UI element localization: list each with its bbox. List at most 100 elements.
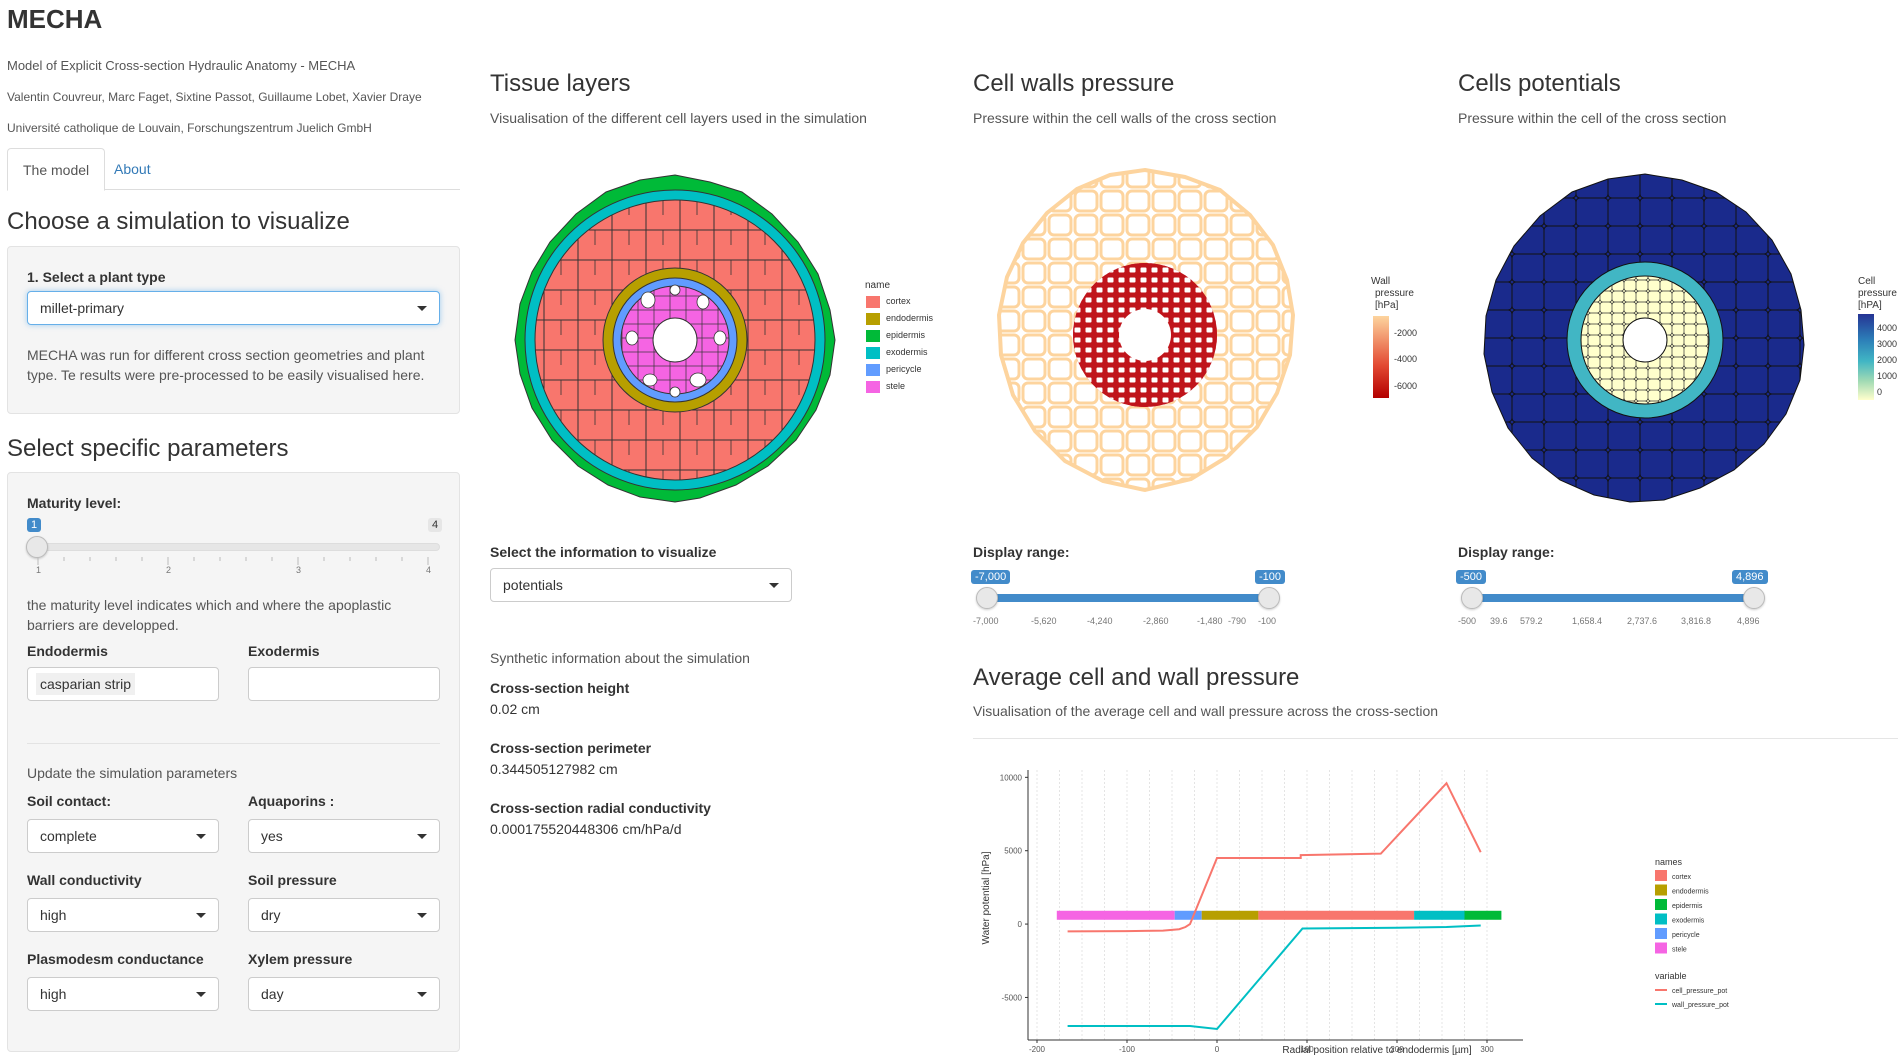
walls-colorbar bbox=[1373, 316, 1389, 398]
xylem-pressure-select[interactable]: day bbox=[248, 977, 440, 1011]
cell-walls-title: Cell walls pressure bbox=[973, 70, 1175, 97]
tab-the-model[interactable]: The model bbox=[7, 148, 106, 191]
chevron-down-icon bbox=[417, 992, 427, 997]
legend-label-epidermis: epidermis bbox=[886, 330, 926, 340]
walls-legend-title-3: [hPa] bbox=[1375, 300, 1399, 311]
band-segment-cortex bbox=[1258, 910, 1415, 920]
band-segment-epidermis bbox=[1464, 910, 1502, 920]
xylem-pressure-label: Xylem pressure bbox=[248, 951, 353, 967]
specific-parameters-title: Select specific parameters bbox=[7, 435, 289, 462]
walls-range-handle-max[interactable] bbox=[1258, 587, 1280, 609]
cells-range-max-badge: 4,896 bbox=[1732, 570, 1768, 584]
legend-label-stele: stele bbox=[1672, 947, 1687, 954]
y-axis-label: Water potential [hPa] bbox=[981, 851, 992, 944]
chevron-down-icon bbox=[196, 913, 206, 918]
visualize-select-value: potentials bbox=[503, 577, 563, 593]
walls-range-tick: -7,000 bbox=[973, 616, 999, 626]
perimeter-value: 0.344505127982 cm bbox=[490, 761, 618, 777]
legend-label-exodermis: exodermis bbox=[886, 347, 928, 357]
walls-range-tick: -100 bbox=[1258, 616, 1277, 626]
walls-legend-title-1: Wall bbox=[1371, 276, 1391, 287]
chart-axes: -200 -100 0 100 200 300 -5000 0 5000 10000 bbox=[1000, 770, 1523, 1054]
plant-type-select[interactable]: millet-primary bbox=[27, 291, 440, 325]
cells-legend-title-1: Cell bbox=[1858, 276, 1876, 287]
wall-conductivity-value: high bbox=[40, 907, 67, 923]
tab-about[interactable]: About bbox=[114, 161, 151, 177]
cell-walls-subtitle: Pressure within the cell walls of the cr… bbox=[973, 110, 1277, 126]
x-tick-label: -200 bbox=[1029, 1045, 1046, 1054]
app-subtitle: Model of Explicit Cross-section Hydrauli… bbox=[7, 58, 356, 73]
cells-range-tick: 4,896 bbox=[1737, 616, 1760, 626]
legend-swatch-endodermis bbox=[1655, 884, 1667, 896]
legend-swatch-epidermis bbox=[1655, 899, 1667, 910]
soil-contact-select[interactable]: complete bbox=[27, 819, 219, 853]
x-tick-label: -100 bbox=[1119, 1045, 1136, 1054]
soil-contact-value: complete bbox=[40, 828, 97, 844]
plasmodesm-label: Plasmodesm conductance bbox=[27, 951, 204, 967]
xylem-pressure-value: day bbox=[261, 986, 284, 1002]
wall-conductivity-select[interactable]: high bbox=[27, 898, 219, 932]
cells-potentials-subtitle: Pressure within the cell of the cross se… bbox=[1458, 110, 1727, 126]
legend-swatch-cortex bbox=[866, 296, 880, 308]
plasmodesm-select[interactable]: high bbox=[27, 977, 219, 1011]
average-title: Average cell and wall pressure bbox=[973, 664, 1300, 691]
maturity-slider-handle[interactable] bbox=[26, 536, 48, 558]
cells-display-range-label: Display range: bbox=[1458, 544, 1555, 560]
cells-legend-tick-4: 1000 bbox=[1877, 371, 1898, 381]
legend-swatch-exodermis bbox=[866, 347, 880, 359]
wall-conductivity-label: Wall conductivity bbox=[27, 872, 142, 888]
legend-swatch-exodermis bbox=[1655, 913, 1667, 925]
walls-range-max-badge: -100 bbox=[1255, 570, 1286, 584]
choose-simulation-title: Choose a simulation to visualize bbox=[7, 208, 350, 235]
conductivity-label: Cross-section radial conductivity bbox=[490, 800, 711, 816]
series-line-wall_pressure_pot bbox=[1067, 924, 1481, 1031]
plant-type-label: 1. Select a plant type bbox=[27, 269, 166, 285]
chevron-down-icon bbox=[417, 306, 427, 311]
cells-range-tick: -500 bbox=[1458, 616, 1477, 626]
visualize-select-label: Select the information to visualize bbox=[490, 544, 717, 560]
cell-walls-plot bbox=[996, 167, 1295, 493]
legend-swatch-pericycle bbox=[1655, 928, 1667, 939]
tissue-legend-title: name bbox=[865, 280, 891, 291]
aquaporins-select[interactable]: yes bbox=[248, 819, 440, 853]
soil-contact-label: Soil contact: bbox=[27, 793, 112, 809]
legend-label-pericycle: pericycle bbox=[886, 364, 922, 374]
visualize-select[interactable]: potentials bbox=[490, 568, 792, 602]
cells-legend-title-2: pressure bbox=[1858, 288, 1897, 299]
cells-range-handle-min[interactable] bbox=[1461, 587, 1483, 609]
y-tick-label: 0 bbox=[1018, 920, 1023, 929]
legend-swatch-stele bbox=[1655, 942, 1667, 954]
cells-range-tick: 39.6 bbox=[1490, 616, 1508, 626]
cells-range-tick: 579.2 bbox=[1520, 616, 1543, 626]
height-label: Cross-section height bbox=[490, 680, 630, 696]
cells-range-handle-max[interactable] bbox=[1743, 587, 1765, 609]
legend-label-pericycle: pericycle bbox=[1672, 932, 1700, 939]
series-line-cell_pressure_pot bbox=[1067, 781, 1482, 933]
cells-legend-title-3: [hPA] bbox=[1858, 300, 1882, 311]
walls-range-min-badge: -7,000 bbox=[971, 570, 1011, 584]
walls-range-handle-min[interactable] bbox=[976, 587, 998, 609]
soil-pressure-select[interactable]: dry bbox=[248, 898, 440, 932]
chart-series bbox=[1067, 781, 1482, 1031]
x-tick-label: 200 bbox=[1390, 1045, 1404, 1054]
legend-swatch-epidermis bbox=[866, 330, 880, 342]
exodermis-field[interactable] bbox=[248, 667, 440, 701]
maturity-ticks bbox=[37, 557, 429, 565]
endodermis-value: casparian strip bbox=[36, 673, 136, 695]
app-affiliation: Université catholique de Louvain, Forsch… bbox=[7, 121, 372, 135]
maturity-tick-2: 2 bbox=[166, 565, 172, 575]
cells-legend-tick-1: 4000 bbox=[1877, 323, 1898, 333]
cells-colorbar bbox=[1858, 314, 1874, 400]
exodermis-label: Exodermis bbox=[248, 643, 320, 659]
plant-type-value: millet-primary bbox=[40, 300, 124, 316]
endodermis-field[interactable]: casparian strip bbox=[27, 667, 219, 701]
band-segment-exodermis bbox=[1414, 910, 1465, 920]
average-subtitle: Visualisation of the average cell and wa… bbox=[973, 703, 1439, 719]
legend-swatch-endodermis bbox=[866, 313, 880, 325]
synthetic-info-title: Synthetic information about the simulati… bbox=[490, 650, 750, 666]
legend-variable-title: variable bbox=[1655, 971, 1687, 981]
chevron-down-icon bbox=[417, 834, 427, 839]
app-authors: Valentin Couvreur, Marc Faget, Sixtine P… bbox=[7, 90, 422, 104]
tissue-layers-title: Tissue layers bbox=[490, 70, 631, 97]
divider bbox=[973, 738, 1898, 739]
